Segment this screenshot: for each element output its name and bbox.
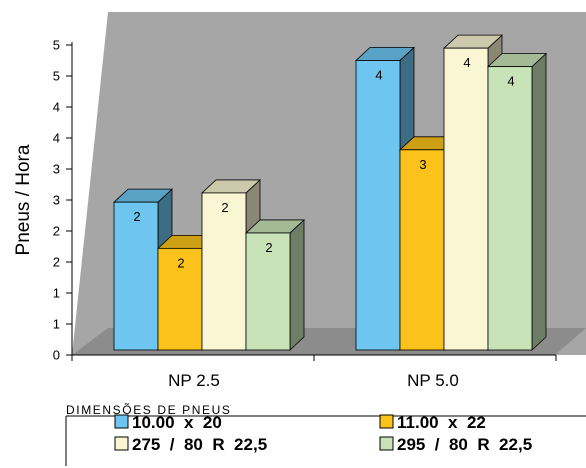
- y-tick-label: 1: [53, 317, 60, 332]
- legend-swatch: [114, 414, 129, 429]
- y-tick-label: 3: [53, 193, 60, 208]
- legend-title: DIMENSÕES DE PNEUS: [66, 402, 232, 417]
- y-tick-label: 2: [53, 255, 60, 270]
- category-label: NP 2.5: [168, 371, 220, 390]
- data-label: 2: [265, 240, 272, 255]
- data-label: 4: [463, 55, 470, 70]
- data-label: 2: [133, 209, 140, 224]
- data-label: 4: [507, 74, 514, 89]
- legend-label: 275 / 80 R 22,5: [132, 435, 267, 454]
- category-label: NP 5.0: [407, 371, 459, 390]
- y-tick-label: 5: [53, 69, 60, 84]
- y-tick-label: 5: [53, 38, 60, 53]
- legend-label: 10.00 x 20: [132, 413, 222, 432]
- y-tick-label: 0: [53, 348, 60, 363]
- legend: DIMENSÕES DE PNEUS 10.00 x 20 11.00 x 22 2…: [65, 402, 586, 466]
- legend-swatch: [114, 436, 129, 451]
- bar: 2: [244, 219, 306, 351]
- legend-label: 295 / 80 R 22,5: [397, 435, 532, 454]
- data-label: 4: [375, 67, 382, 82]
- data-label: 2: [221, 200, 228, 215]
- legend-swatch: [379, 414, 394, 429]
- bar: 4: [486, 52, 548, 351]
- y-tick-label: 4: [53, 131, 60, 146]
- data-label: 3: [419, 157, 426, 172]
- category-labels: NP 2.5 NP 5.0: [71, 355, 557, 390]
- legend-swatch: [379, 436, 394, 451]
- y-tick-label: 4: [53, 100, 60, 115]
- y-axis-label: Pneus / Hora: [13, 144, 34, 255]
- y-tick-label: 2: [53, 224, 60, 239]
- legend-label: 11.00 x 22: [397, 413, 486, 432]
- data-label: 2: [177, 255, 184, 270]
- y-axis-ticks: 0 1 1 2 2 3 3 4 4 5 5: [53, 38, 72, 363]
- y-tick-label: 1: [53, 286, 60, 301]
- bars: 2 2 2 2 4 3 4 4: [112, 34, 548, 351]
- y-tick-label: 3: [53, 162, 60, 177]
